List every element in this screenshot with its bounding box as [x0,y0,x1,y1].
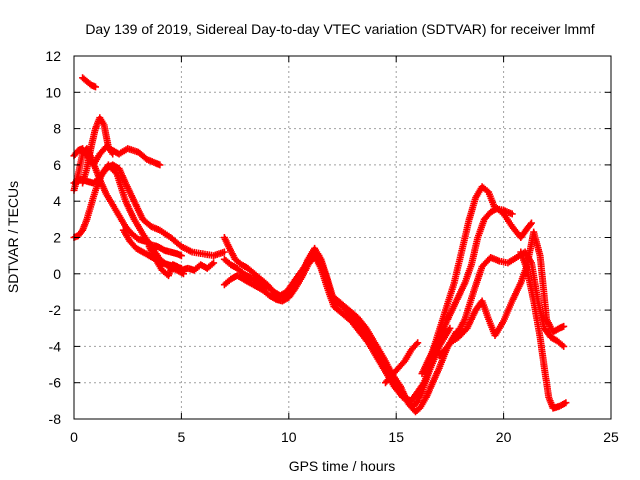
y-tick-label: 12 [45,48,61,64]
data-point-marks [79,74,99,91]
y-tick-label: 10 [45,84,61,100]
series-arc-8 [145,243,218,280]
series-arc-2 [79,74,99,91]
x-tick-label: 10 [281,429,297,445]
data-point-marks [517,248,570,412]
y-tick-label: -2 [49,302,62,318]
ticks [73,55,612,420]
x-tick-label: 20 [496,429,512,445]
x-tick-label: 0 [70,429,78,445]
data-point-marks [446,228,568,347]
series-arc-16 [446,228,568,347]
y-tick-label: 6 [53,157,61,173]
data-point-marks [145,243,218,280]
data-point-marks [79,114,117,187]
x-tick-label: 25 [603,429,619,445]
data-layer [70,74,570,416]
data-point-marks [220,252,454,405]
tick-labels: 0 5 10 15 20 25 -8 -6 -4 -2 0 2 4 6 8 10 12 [45,48,619,445]
y-tick-label: -8 [49,411,62,427]
y-tick-label: 0 [53,266,61,282]
series-arc-14 [418,205,535,378]
x-tick-label: 15 [388,429,404,445]
x-tick-label: 5 [178,429,186,445]
data-point-marks [418,205,535,378]
y-tick-label: 2 [53,230,61,246]
series-arc-17 [517,248,570,412]
x-axis-label: GPS time / hours [289,458,396,474]
chart-title: Day 139 of 2019, Sidereal Day-to-day VTE… [85,21,594,37]
y-tick-label: 8 [53,121,61,137]
y-tick-label: -6 [49,375,62,391]
series-arc-11 [220,252,454,405]
y-axis-label: SDTVAR / TECUs [5,181,21,293]
y-tick-label: -4 [49,338,62,354]
series-arc-6 [79,114,117,187]
grid [74,56,611,419]
y-tick-label: 4 [53,193,61,209]
data-point-marks [382,339,422,387]
series-arc-12 [382,339,422,387]
